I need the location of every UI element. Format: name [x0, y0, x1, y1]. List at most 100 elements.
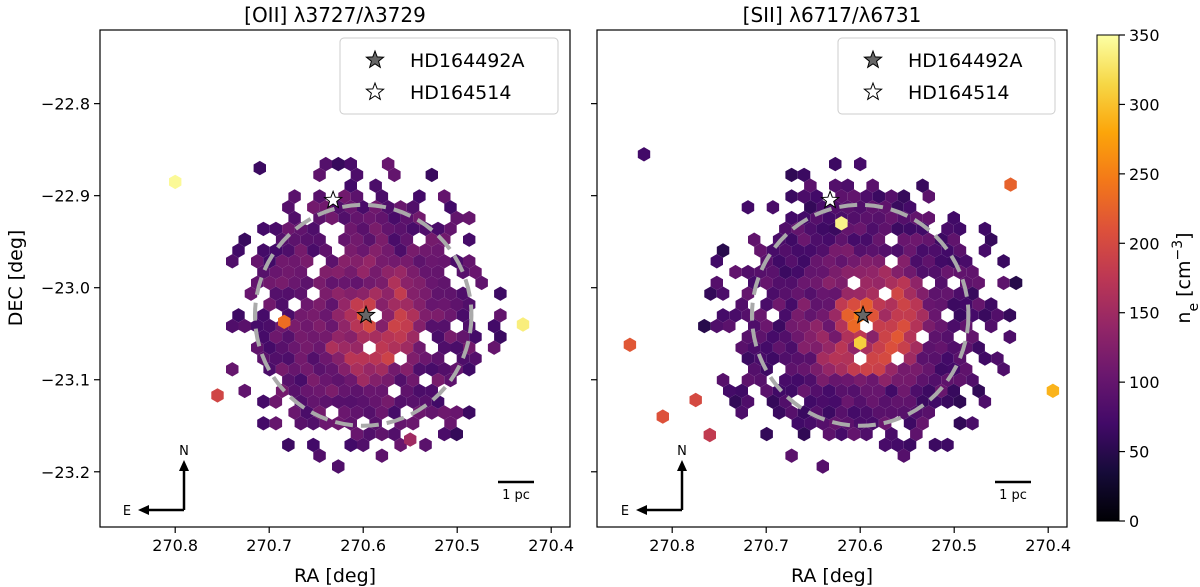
hex-cell	[275, 340, 289, 355]
hex-cell	[300, 254, 314, 269]
hex-cell	[910, 297, 923, 312]
hex-cell	[810, 232, 823, 247]
colorbar-gradient	[1096, 34, 1120, 522]
hex-cell	[941, 351, 954, 366]
hex-cell	[369, 178, 382, 193]
hex-cell	[419, 437, 432, 453]
hex-cell	[469, 351, 482, 366]
hex-cell	[357, 221, 370, 237]
hex-cell	[319, 243, 332, 258]
hex-cell	[251, 254, 264, 269]
hex-cell	[797, 232, 811, 247]
hex-cell	[656, 409, 669, 424]
hex-cell	[394, 308, 407, 323]
hex-cell	[269, 394, 283, 409]
hex-cell	[872, 318, 886, 334]
hex-cell	[822, 362, 836, 377]
hex-cell	[456, 308, 470, 323]
hex-cell	[344, 308, 357, 323]
hex-cell	[313, 383, 326, 399]
hex-cell	[878, 308, 892, 323]
hex-cell	[866, 351, 879, 366]
hex-cell	[935, 340, 948, 355]
compass-north: N	[179, 444, 189, 459]
hex-cell	[710, 318, 723, 334]
hex-cell	[1009, 275, 1023, 291]
hex-cell	[841, 286, 854, 301]
hex-cell	[741, 351, 755, 366]
hex-cell	[319, 286, 332, 301]
hex-cell	[891, 329, 904, 345]
hex-cell	[388, 426, 401, 442]
y-tick-label: −22.9	[41, 187, 90, 206]
hex-cell	[350, 275, 364, 291]
hex-cell	[835, 426, 848, 442]
hex-cell	[244, 286, 258, 301]
hex-cell	[897, 318, 911, 334]
hex-cell	[369, 372, 382, 388]
star-hd164492a	[853, 304, 873, 324]
hex-cell	[891, 221, 904, 237]
hex-cell	[797, 405, 811, 420]
hex-cell	[735, 340, 748, 355]
hex-cell	[760, 340, 773, 355]
hex-cell	[878, 351, 892, 366]
hex-cell	[835, 383, 848, 399]
hex-cell	[288, 405, 301, 420]
hex-cell	[829, 156, 842, 172]
hex-cell	[922, 318, 935, 334]
hex-cell	[835, 318, 848, 334]
hex-cell	[307, 372, 320, 388]
hex-cell	[910, 383, 923, 399]
hex-cell	[953, 372, 967, 388]
hex-cell	[860, 426, 873, 442]
hex-cell	[450, 426, 463, 442]
hex-cell	[841, 372, 854, 388]
hex-cell	[991, 351, 1004, 366]
hex-cell	[381, 394, 395, 409]
hex-cell	[689, 392, 702, 408]
hex-cell	[847, 362, 861, 377]
hex-cell	[257, 243, 270, 258]
hex-cell	[637, 147, 651, 162]
hex-cell	[816, 264, 829, 280]
hex-cell	[866, 221, 879, 237]
hex-cell	[332, 329, 345, 345]
hex-cell	[400, 232, 414, 247]
hex-cell	[325, 254, 339, 269]
hex-cell	[413, 340, 426, 355]
hex-cell	[319, 264, 332, 280]
hex-cell	[810, 275, 823, 291]
hex-cell	[785, 383, 798, 399]
compass-east: E	[123, 504, 131, 519]
hex-cell	[463, 210, 476, 226]
hex-cell	[947, 318, 960, 334]
hex-cell	[381, 286, 395, 301]
hex-cell	[375, 448, 389, 463]
hex-cell	[897, 383, 911, 399]
hex-cell	[966, 372, 979, 388]
hex-cell	[928, 286, 942, 301]
hex-cell	[344, 178, 357, 193]
region-circle	[749, 202, 971, 428]
hex-cell	[972, 297, 985, 312]
hex-cell	[406, 200, 420, 215]
hex-cell	[897, 232, 911, 247]
hex-cell	[953, 221, 967, 237]
hex-cell	[966, 264, 979, 280]
hex-cell	[332, 459, 345, 474]
hex-cell	[885, 189, 898, 204]
hex-cell	[381, 329, 395, 345]
hex-cell	[300, 383, 314, 399]
hex-cell	[822, 318, 836, 334]
hex-cell	[456, 329, 470, 345]
hex-cell	[313, 340, 326, 355]
hex-cell	[735, 297, 748, 312]
hex-cell	[935, 297, 948, 312]
hex-cell	[878, 221, 892, 237]
hex-cell	[294, 372, 308, 388]
hex-cell	[897, 189, 911, 204]
hex-cell	[450, 297, 463, 312]
hex-cell	[872, 383, 886, 399]
hex-cell	[953, 286, 967, 301]
